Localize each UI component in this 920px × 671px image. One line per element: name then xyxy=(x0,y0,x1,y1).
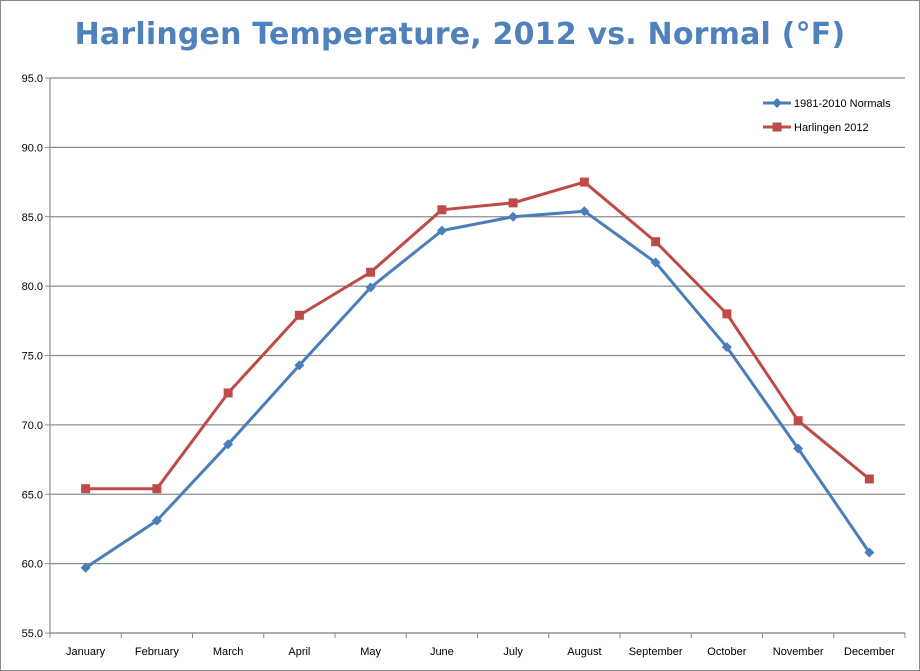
data-point xyxy=(366,267,376,277)
x-tick-label: April xyxy=(288,646,310,658)
data-point xyxy=(151,515,162,526)
data-point xyxy=(80,562,91,573)
data-point xyxy=(508,211,519,222)
gridlines xyxy=(49,77,905,634)
legend-label: Harlingen 2012 xyxy=(794,122,869,134)
data-point xyxy=(436,225,447,236)
y-tick-label: 80.0 xyxy=(22,281,43,293)
y-tick-label: 60.0 xyxy=(22,559,43,571)
data-point xyxy=(579,177,589,187)
x-tick-label: December xyxy=(844,646,895,658)
data-point xyxy=(223,388,233,398)
data-point xyxy=(579,206,590,217)
x-tick-label: September xyxy=(629,646,683,658)
y-tick-label: 55.0 xyxy=(22,628,43,640)
x-tick-label: May xyxy=(360,646,381,658)
data-point xyxy=(294,360,305,371)
x-tick-label: October xyxy=(707,646,746,658)
data-point xyxy=(81,484,91,494)
data-point xyxy=(437,205,447,215)
y-axis-ticks: 55.0 60.0 65.0 70.0 75.0 80.0 85.0 90.0 95.0 xyxy=(22,73,50,640)
legend-marker xyxy=(772,122,782,132)
x-tick-label: January xyxy=(66,646,106,658)
x-tick-label: July xyxy=(503,646,523,658)
data-point xyxy=(152,484,162,494)
x-axis-ticks: January February March April May June July Augu… xyxy=(49,633,906,658)
legend: 1981-2010 Normals Harlingen 2012 xyxy=(763,98,891,134)
legend-label: 1981-2010 Normals xyxy=(794,98,891,110)
x-tick-label: March xyxy=(213,646,244,658)
series-line-0 xyxy=(84,209,871,570)
data-point xyxy=(294,310,304,320)
data-point xyxy=(793,416,803,426)
y-tick-label: 75.0 xyxy=(22,351,43,363)
data-point xyxy=(722,309,732,319)
x-tick-label: June xyxy=(430,646,454,658)
data-point xyxy=(508,198,518,208)
y-tick-label: 70.0 xyxy=(22,420,43,432)
series-line-1 xyxy=(85,180,871,491)
data-point xyxy=(365,282,376,293)
x-tick-label: November xyxy=(773,646,824,658)
series-group xyxy=(80,177,875,573)
y-tick-label: 90.0 xyxy=(22,142,43,154)
y-tick-label: 65.0 xyxy=(22,489,43,501)
y-tick-label: 95.0 xyxy=(22,73,43,85)
data-point xyxy=(651,237,661,247)
chart-title: Harlingen Temperature, 2012 vs. Normal (… xyxy=(74,17,846,52)
data-point xyxy=(650,257,661,268)
data-point xyxy=(793,443,804,454)
y-tick-label: 85.0 xyxy=(22,212,43,224)
legend-marker xyxy=(772,98,782,108)
data-point xyxy=(864,474,874,484)
x-tick-label: August xyxy=(567,646,601,658)
data-point xyxy=(864,547,875,558)
data-point xyxy=(223,439,234,450)
x-tick-label: February xyxy=(135,646,180,658)
data-point xyxy=(721,342,732,353)
